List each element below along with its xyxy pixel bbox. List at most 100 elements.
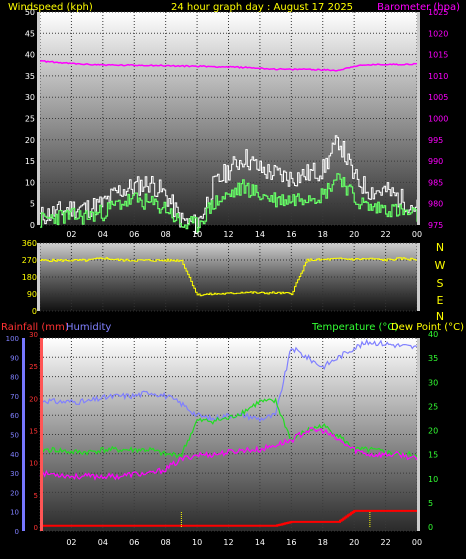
x-tick-label: 08 xyxy=(161,538,171,547)
temperature-axis-label: Temperature (°C) xyxy=(311,322,398,333)
y-tick-label: 360 xyxy=(22,239,37,248)
humidity-tick-label: 40 xyxy=(10,451,19,459)
humidity-tick-label: 30 xyxy=(10,470,19,478)
x-tick-label: 00 xyxy=(412,230,422,239)
compass-label: N xyxy=(436,241,444,254)
y-tick-label: 270 xyxy=(22,256,37,265)
rain-tick-label: 5 xyxy=(34,492,38,500)
x-tick-label: 20 xyxy=(349,230,359,239)
x-tick-label: 04 xyxy=(98,538,108,547)
series-line-wind-direction xyxy=(40,257,418,297)
temp-tick-label: 20 xyxy=(428,427,438,436)
right-axis-bar xyxy=(417,338,420,531)
series-line-gust xyxy=(40,135,418,234)
axis-ticks: 0510152025303540455097598098599099510001… xyxy=(6,8,449,547)
humidity-tick-label: 100 xyxy=(6,335,19,343)
x-tick-label: 18 xyxy=(318,230,328,239)
y-right-tick-label: 990 xyxy=(428,157,443,166)
y-right-tick-label: 995 xyxy=(428,136,443,145)
y-right-tick-label: 1010 xyxy=(428,72,448,81)
dewpoint-axis-label: Dew Point (°C) xyxy=(391,322,464,333)
x-tick-label: 16 xyxy=(286,538,296,547)
y-right-tick-label: 980 xyxy=(428,200,443,209)
x-tick-label: 22 xyxy=(380,538,390,547)
rain-tick-label: 30 xyxy=(29,331,38,339)
series-line-wind xyxy=(40,173,418,233)
left-axis-bar xyxy=(37,12,40,225)
temp-tick-label: 15 xyxy=(428,451,438,460)
x-tick-label: 16 xyxy=(286,230,296,239)
x-tick-label: 00 xyxy=(412,538,422,547)
humidity-tick-label: 80 xyxy=(10,374,19,382)
humidity-tick-label: 70 xyxy=(10,393,19,401)
y-tick-label: 0 xyxy=(30,221,35,230)
rain-tick-label: 20 xyxy=(29,395,38,403)
wind-panel-background xyxy=(40,12,417,225)
rain-tick-label: 15 xyxy=(29,428,38,436)
humidity-tick-label: 60 xyxy=(10,412,19,420)
x-tick-label: 12 xyxy=(223,538,233,547)
x-tick-label: 14 xyxy=(255,538,265,547)
x-tick-label: 22 xyxy=(380,230,390,239)
x-tick-label: 10 xyxy=(192,230,202,239)
rain-axis-bar xyxy=(40,338,43,531)
temp-tick-label: 25 xyxy=(428,402,438,411)
humidity-axis-bar xyxy=(22,338,25,531)
right-axis-bar xyxy=(417,243,420,311)
series-line-barometer xyxy=(39,59,418,72)
temp-tick-label: 5 xyxy=(428,499,433,508)
y-right-tick-label: 1015 xyxy=(428,51,448,60)
right-axis-bar xyxy=(417,12,420,225)
y-right-tick-label: 1025 xyxy=(428,8,448,17)
windspeed-axis-label: Windspeed (kph) xyxy=(8,2,93,13)
rainfall-axis-label: Rainfall (mm) xyxy=(1,322,69,333)
y-tick-label: 20 xyxy=(25,136,35,145)
left-axis-bar xyxy=(37,243,40,311)
temp-tick-label: 10 xyxy=(428,475,438,484)
x-tick-label: 02 xyxy=(66,230,76,239)
x-tick-label: 06 xyxy=(129,230,139,239)
humidity-tick-label: 90 xyxy=(10,354,19,362)
chart-title: 24 hour graph day : August 17 2025 xyxy=(171,2,353,13)
humidity-tick-label: 50 xyxy=(10,432,19,440)
y-tick-label: 40 xyxy=(25,51,35,60)
rain-tick-label: 25 xyxy=(29,363,38,371)
humidity-tick-label: 20 xyxy=(10,489,19,497)
x-tick-label: 18 xyxy=(318,538,328,547)
y-right-tick-label: 985 xyxy=(428,178,443,187)
humidity-tick-label: 0 xyxy=(15,528,19,536)
humidity-axis-label: Humidity xyxy=(66,322,111,333)
compass-label: S xyxy=(437,277,444,290)
wind-panel-series xyxy=(39,59,418,234)
y-right-tick-label: 1005 xyxy=(428,93,448,102)
direction-panel-series xyxy=(40,257,418,297)
temp-panel-series xyxy=(39,338,418,527)
x-tick-label: 04 xyxy=(98,230,108,239)
x-tick-label: 20 xyxy=(349,538,359,547)
y-tick-label: 0 xyxy=(32,307,37,316)
humidity-tick-label: 10 xyxy=(10,509,19,517)
series-line-temperature xyxy=(39,397,418,459)
y-tick-label: 5 xyxy=(30,200,35,209)
compass-label: E xyxy=(437,294,444,307)
compass-label: N xyxy=(436,310,444,323)
compass-label: W xyxy=(435,259,446,272)
x-tick-label: 14 xyxy=(255,230,265,239)
x-tick-label: 02 xyxy=(66,538,76,547)
temp-tick-label: 35 xyxy=(428,354,438,363)
series-line-dew-point xyxy=(39,426,418,481)
y-right-tick-label: 1000 xyxy=(428,115,448,124)
series-line-rainfall xyxy=(40,509,417,527)
x-tick-label: 12 xyxy=(223,230,233,239)
rain-tick-label: 10 xyxy=(29,460,38,468)
y-tick-label: 15 xyxy=(25,157,35,166)
temp-tick-label: 0 xyxy=(428,523,433,532)
x-tick-label: 10 xyxy=(192,538,202,547)
x-tick-label: 08 xyxy=(161,230,171,239)
direction-panel-grid xyxy=(39,242,418,312)
y-tick-label: 10 xyxy=(25,178,35,187)
temp-tick-label: 40 xyxy=(428,330,438,339)
y-tick-label: 35 xyxy=(25,72,35,81)
